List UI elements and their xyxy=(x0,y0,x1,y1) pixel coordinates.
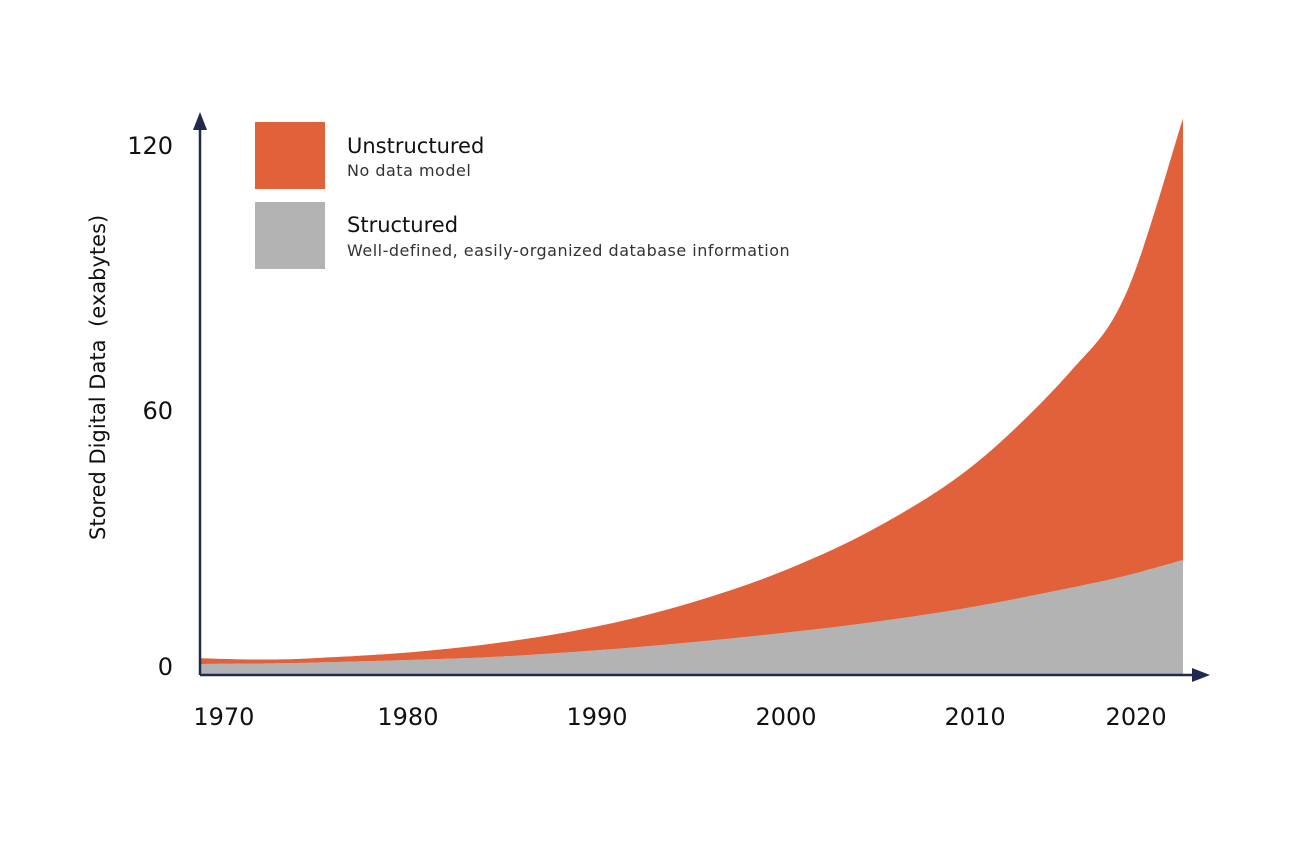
y-axis-label: Stored Digital Data (exabytes) xyxy=(86,215,110,540)
area-structured xyxy=(200,560,1183,675)
y-tick-label: 0 xyxy=(158,653,173,681)
x-tick-label: 2020 xyxy=(1106,703,1167,731)
y-tick-label: 120 xyxy=(127,132,173,160)
x-tick-label: 2010 xyxy=(945,703,1006,731)
y-tick-labels: 0 60 120 xyxy=(127,132,173,681)
x-tick-labels: 1970 1980 1990 2000 2010 2020 xyxy=(193,703,1166,731)
y-tick-label: 60 xyxy=(142,397,173,425)
x-tick-label: 1980 xyxy=(377,703,438,731)
x-axis-arrow xyxy=(1192,668,1210,682)
legend-desc-unstructured: No data model xyxy=(347,161,471,180)
y-axis-arrow xyxy=(193,112,207,130)
legend-title-structured: Structured xyxy=(347,213,458,237)
legend-swatch-unstructured xyxy=(255,122,325,189)
area-unstructured xyxy=(200,118,1183,664)
legend-title-unstructured: Unstructured xyxy=(347,134,484,158)
x-tick-label: 1990 xyxy=(566,703,627,731)
x-tick-label: 1970 xyxy=(193,703,254,731)
legend-desc-structured: Well-defined, easily-organized database … xyxy=(347,241,790,260)
legend-swatch-structured xyxy=(255,202,325,269)
y-axis-label-main: Stored Digital Data xyxy=(86,340,110,540)
legend: Unstructured No data model Structured We… xyxy=(255,122,790,269)
area-layer xyxy=(200,118,1183,675)
y-axis-label-unit: (exabytes) xyxy=(86,215,110,327)
x-tick-label: 2000 xyxy=(755,703,816,731)
